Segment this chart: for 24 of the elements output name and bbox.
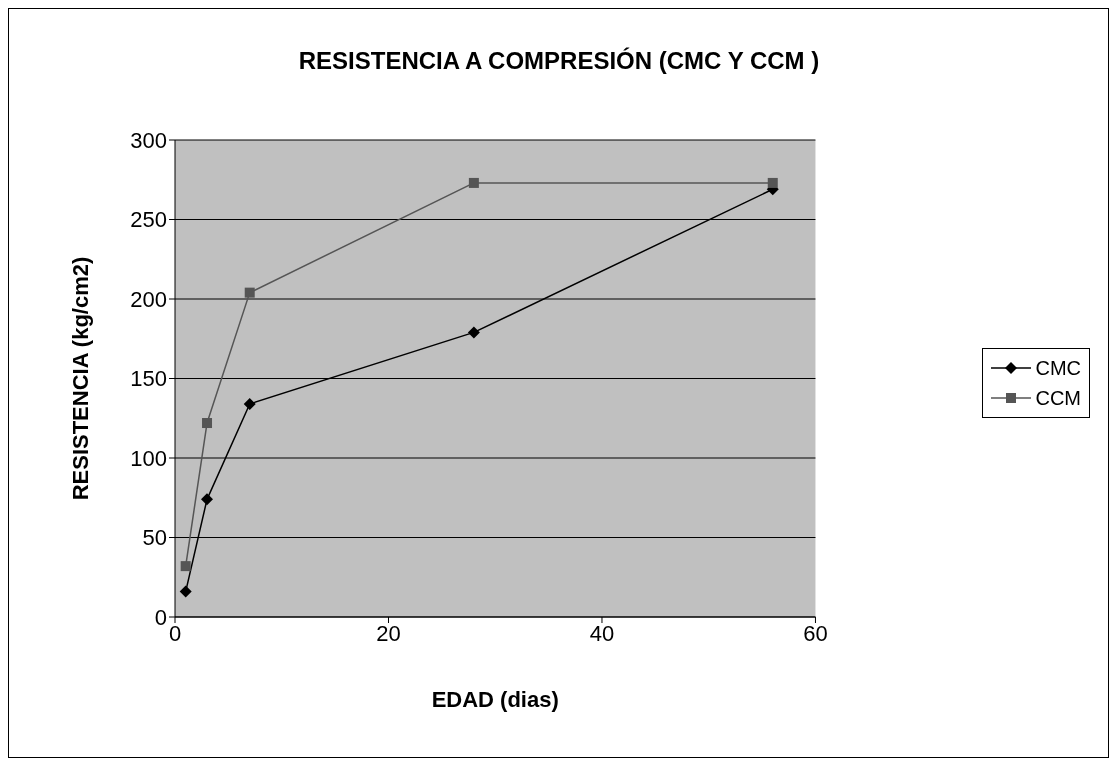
y-tick-label: 150	[130, 366, 167, 392]
x-tick-label: 40	[589, 620, 615, 646]
point	[244, 287, 255, 298]
y-tick-label: 300	[130, 127, 167, 153]
chart-title: RESISTENCIA A COMPRESIÓN (CMC Y CCM )	[297, 47, 821, 75]
point	[202, 418, 213, 429]
legend-label: CCM	[1035, 386, 1081, 410]
legend-label: CMC	[1035, 356, 1081, 380]
y-tick-label: 200	[130, 286, 167, 312]
point	[180, 561, 191, 572]
point	[467, 326, 480, 339]
y-tick-label: 100	[130, 445, 167, 471]
point	[468, 177, 479, 188]
y-axis-title: RESISTENCIA (kg/cm2)	[67, 256, 93, 501]
point	[201, 493, 214, 506]
y-tick-label: 50	[142, 525, 167, 551]
y-tick-label: 0	[154, 604, 167, 630]
y-tick-label: 250	[130, 207, 167, 233]
x-axis-title: EDAD (dias)	[431, 687, 559, 712]
x-tick-label: 20	[376, 620, 401, 646]
point	[767, 177, 778, 188]
x-tick-label: 60	[803, 620, 828, 646]
point	[243, 397, 256, 410]
point	[179, 585, 192, 598]
